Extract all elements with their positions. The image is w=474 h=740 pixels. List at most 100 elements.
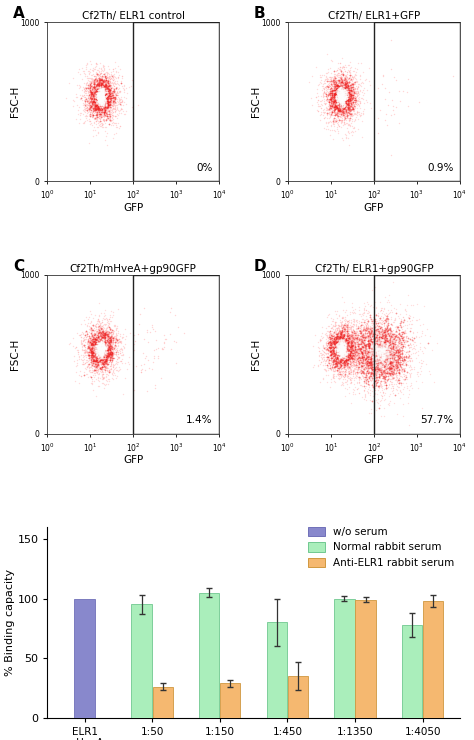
Point <box>340 95 347 107</box>
Point <box>384 334 392 346</box>
Point <box>343 99 351 111</box>
Point <box>102 85 110 97</box>
Point <box>342 340 349 352</box>
Point <box>345 84 352 96</box>
Point <box>88 87 96 99</box>
Point <box>328 352 336 363</box>
Point <box>98 344 105 356</box>
Point <box>352 356 359 368</box>
Point <box>343 329 350 340</box>
Point <box>99 90 107 101</box>
Point <box>354 349 362 361</box>
Point <box>335 94 343 106</box>
Point <box>92 97 100 109</box>
Point <box>355 91 363 103</box>
Point <box>366 355 374 367</box>
Point <box>343 338 351 350</box>
Point <box>95 334 102 346</box>
Point <box>324 83 332 95</box>
Point <box>336 337 343 349</box>
Point <box>371 359 379 371</box>
Point <box>100 355 107 367</box>
Point <box>333 87 341 99</box>
Point <box>337 78 345 90</box>
Point <box>369 343 377 354</box>
Point <box>318 77 325 89</box>
Point <box>375 347 383 359</box>
Point <box>327 336 334 348</box>
Point <box>377 367 385 379</box>
Point <box>96 95 104 107</box>
Point <box>102 67 109 78</box>
Point <box>365 314 372 326</box>
Point <box>332 99 340 111</box>
Point <box>104 112 111 124</box>
Point <box>332 78 339 90</box>
Point <box>328 352 336 363</box>
Point <box>332 352 339 363</box>
Point <box>97 343 104 355</box>
Point <box>341 350 349 362</box>
Point <box>330 336 338 348</box>
Point <box>378 324 386 336</box>
Point <box>100 326 107 338</box>
Point <box>107 104 114 115</box>
Point <box>380 342 388 354</box>
Point <box>353 344 360 356</box>
Point <box>135 99 142 111</box>
Point <box>335 337 343 349</box>
Point <box>110 92 118 104</box>
Point <box>335 70 343 81</box>
Point <box>374 361 382 373</box>
Point <box>96 362 103 374</box>
Point <box>378 329 386 341</box>
Point <box>351 108 358 120</box>
Point <box>102 339 109 351</box>
Point <box>335 87 343 98</box>
Point <box>339 344 347 356</box>
Point <box>340 94 347 106</box>
Point <box>334 332 341 343</box>
Point <box>325 75 333 87</box>
Point <box>328 97 335 109</box>
Point <box>374 344 382 356</box>
Point <box>335 369 343 380</box>
Point <box>101 90 109 102</box>
Point <box>360 352 367 363</box>
Point <box>346 69 354 81</box>
Point <box>342 61 349 73</box>
Point <box>380 345 388 357</box>
Point <box>341 91 348 103</box>
Point <box>99 95 107 107</box>
Point <box>89 337 96 349</box>
Point <box>89 95 97 107</box>
Point <box>87 370 94 382</box>
Point <box>359 341 367 353</box>
Point <box>326 115 334 127</box>
Point <box>99 100 106 112</box>
Point <box>351 331 358 343</box>
Point <box>339 337 346 349</box>
Point <box>333 343 341 355</box>
Point <box>375 349 383 361</box>
Point <box>369 333 377 345</box>
Point <box>353 87 361 98</box>
Point <box>365 341 373 353</box>
Point <box>105 110 112 122</box>
Point <box>323 337 330 349</box>
Point <box>86 92 93 104</box>
Point <box>410 363 417 374</box>
Point <box>338 346 346 358</box>
Point <box>330 335 338 347</box>
Point <box>98 343 106 354</box>
Point <box>91 347 99 359</box>
Point <box>93 349 100 361</box>
Point <box>400 350 407 362</box>
Point <box>106 83 114 95</box>
Point <box>88 83 96 95</box>
Point <box>357 323 365 335</box>
Point <box>86 332 93 344</box>
Point <box>97 90 104 101</box>
Point <box>108 329 115 341</box>
Point <box>395 337 402 349</box>
